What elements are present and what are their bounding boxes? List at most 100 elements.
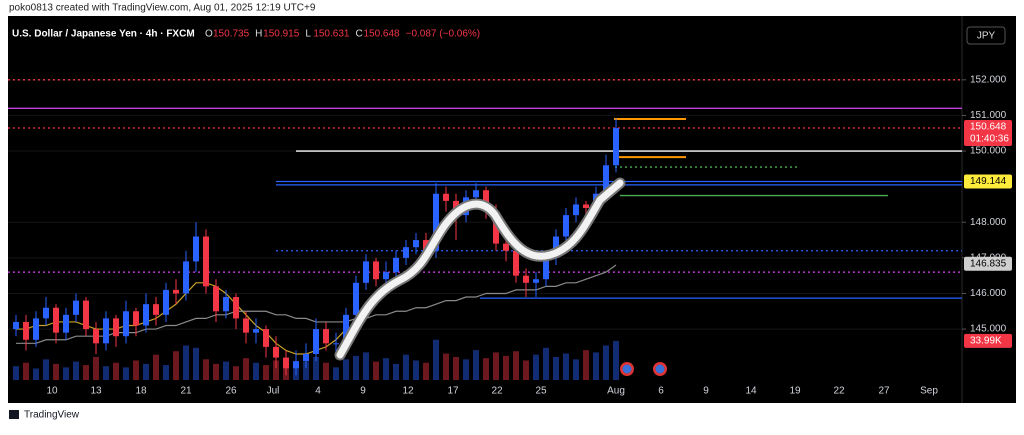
- volume-bar: [393, 363, 399, 380]
- x-tick-label: 19: [789, 386, 801, 397]
- candle-body: [303, 354, 309, 362]
- volume-bar: [563, 353, 569, 380]
- candle-body: [503, 243, 509, 251]
- volume-bar: [383, 358, 389, 380]
- candle-body: [13, 321, 19, 330]
- x-tick-label: 17: [447, 386, 459, 397]
- volume-bar: [233, 366, 239, 380]
- volume-bar: [503, 355, 509, 380]
- volume-bar: [443, 353, 449, 380]
- y-tick-label: 151.000: [970, 110, 1007, 121]
- candle-body: [143, 304, 149, 326]
- candle-body: [373, 261, 379, 280]
- volume-bar: [433, 339, 439, 380]
- candle-body: [493, 211, 499, 244]
- x-tick-label: 6: [658, 386, 664, 397]
- marks: [8, 79, 966, 380]
- candle-body: [573, 204, 579, 216]
- y-tick-label: 145.000: [970, 324, 1007, 335]
- candle-body: [583, 204, 589, 209]
- candle-body: [53, 307, 59, 333]
- candle-body: [603, 165, 609, 194]
- candle-body: [193, 236, 199, 262]
- candle-body: [93, 329, 99, 344]
- candle-body: [153, 304, 159, 315]
- ohlc-value: 150.915: [263, 29, 300, 40]
- y-tick-label: 150.000: [970, 146, 1007, 157]
- candle-body: [253, 329, 259, 333]
- countdown: 01:40:36: [970, 134, 1009, 145]
- candle-body: [273, 346, 279, 358]
- x-tick-label: 12: [402, 386, 414, 397]
- volume-bar: [203, 359, 209, 380]
- chart-pane: [8, 16, 1016, 403]
- candle-body: [393, 257, 399, 273]
- price-marker-box: [964, 256, 1012, 271]
- candle-body: [113, 318, 119, 337]
- annotation-curve: [336, 179, 624, 359]
- volume-bar: [103, 366, 109, 380]
- candle-body: [203, 236, 209, 287]
- candle-body: [73, 300, 79, 315]
- last-price: 150.648: [970, 122, 1007, 133]
- candle-body: [103, 318, 109, 344]
- overlay: 152.000151.000150.000148.000147.000146.0…: [46, 74, 1012, 397]
- candle-body: [133, 311, 139, 326]
- volume-bar: [413, 360, 419, 380]
- candle-body: [223, 297, 229, 312]
- moving-average: [16, 282, 347, 355]
- volume-bar: [473, 350, 479, 380]
- candle-body: [513, 250, 519, 276]
- volume-bar: [193, 347, 199, 380]
- ohlc-value: 150.735: [213, 29, 250, 40]
- x-tick-label: 26: [225, 386, 237, 397]
- candle-body: [163, 289, 169, 315]
- candle-body: [333, 343, 339, 345]
- price-marker: 149.144: [970, 176, 1007, 187]
- volume-bar: [603, 345, 609, 380]
- currency[interactable]: JPY: [977, 31, 996, 42]
- candle-body: [353, 282, 359, 315]
- volume-bar: [323, 362, 329, 380]
- x-tick-label: 22: [491, 386, 503, 397]
- y-tick-label: 152.000: [970, 74, 1007, 85]
- brand-logo: [9, 410, 19, 419]
- ohlc-key: C: [355, 29, 362, 40]
- volume-bar: [163, 365, 169, 380]
- volume-bar: [613, 340, 619, 380]
- candle-body: [343, 314, 349, 344]
- candle-body: [213, 286, 219, 312]
- candle-body: [613, 127, 619, 166]
- event-icon-inner: [655, 364, 665, 374]
- price-marker-box: [964, 174, 1012, 189]
- header: poko0813 created with TradingView.com, A…: [9, 3, 316, 14]
- volume-bar: [313, 357, 319, 380]
- x-tick-label: 9: [360, 386, 366, 397]
- volume-bar: [13, 366, 19, 380]
- candle-body: [233, 297, 239, 319]
- x-tick-label: Sep: [920, 386, 938, 397]
- candle-body: [383, 272, 389, 280]
- change: −0.087 (−0.06%): [406, 29, 481, 40]
- volume-bar: [553, 357, 559, 380]
- chart-title: U.S. Dollar / Japanese Yen · 4h · FXCM: [12, 29, 195, 40]
- volume-bar: [93, 357, 99, 380]
- volume-bar: [43, 359, 49, 380]
- volume-bar: [73, 361, 79, 380]
- volume-bar: [223, 361, 229, 380]
- candle-body: [283, 357, 289, 369]
- candle-body: [433, 193, 439, 251]
- volume-bar: [573, 359, 579, 380]
- volume-bar: [23, 362, 29, 380]
- candle-body: [313, 329, 319, 355]
- volume-bar: [493, 352, 499, 380]
- volume-bar: [513, 351, 519, 380]
- volume-bar: [403, 354, 409, 380]
- currency-button[interactable]: [966, 26, 1006, 45]
- volume-bar: [33, 368, 39, 380]
- ohlc-value: 150.648: [363, 29, 400, 40]
- volume-bar: [183, 345, 189, 380]
- volume-bar: [243, 358, 249, 380]
